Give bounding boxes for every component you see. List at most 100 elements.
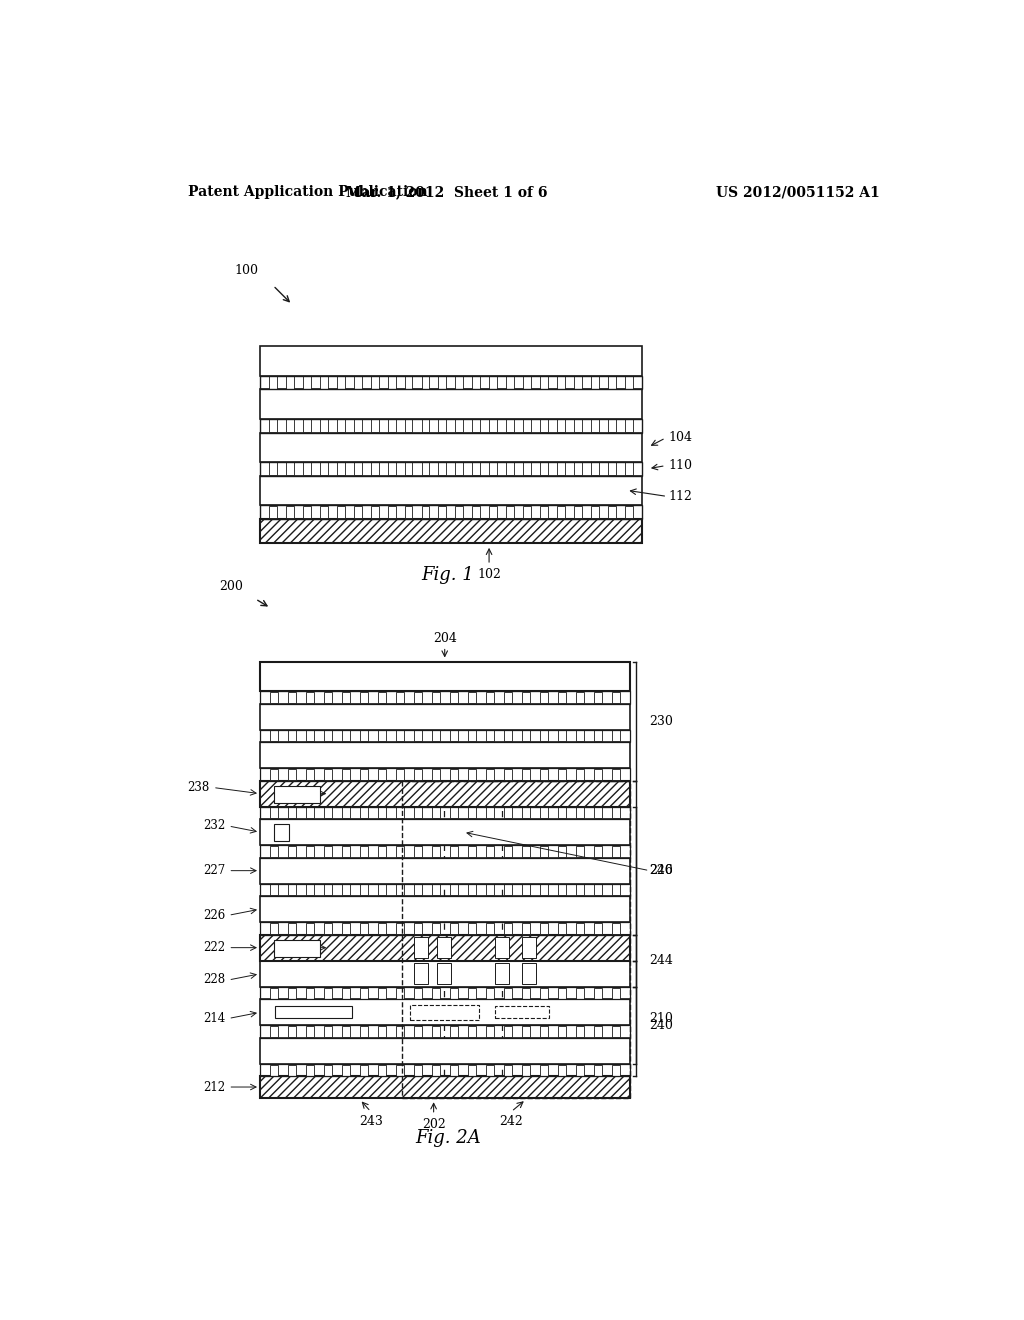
Bar (371, 506, 379, 517)
Bar (489, 506, 498, 517)
Bar (506, 420, 514, 432)
Bar (608, 462, 615, 475)
Bar (450, 730, 458, 742)
Bar (414, 964, 428, 985)
Bar (575, 692, 584, 704)
Bar (359, 730, 368, 742)
Bar (324, 1026, 332, 1038)
Bar (574, 420, 582, 432)
Bar (324, 692, 332, 704)
Bar (485, 884, 494, 895)
Bar (260, 896, 630, 923)
Bar (611, 730, 620, 742)
Bar (611, 846, 620, 857)
Bar (591, 420, 599, 432)
Bar (431, 768, 440, 780)
Bar (504, 1064, 512, 1076)
Bar (342, 923, 350, 935)
Bar (359, 692, 368, 704)
Bar (324, 923, 332, 935)
Bar (485, 1064, 494, 1076)
Bar (388, 462, 395, 475)
Bar (521, 987, 530, 999)
Bar (286, 376, 294, 388)
Bar (337, 506, 345, 517)
Bar (557, 768, 566, 780)
Bar (521, 937, 536, 958)
Bar (431, 1026, 440, 1038)
Bar (337, 420, 345, 432)
Bar (260, 475, 642, 506)
Bar (269, 730, 278, 742)
Bar (521, 923, 530, 935)
Bar (594, 1064, 602, 1076)
Bar (260, 818, 630, 845)
Bar (319, 462, 328, 475)
Bar (575, 730, 584, 742)
Text: 112: 112 (669, 490, 692, 503)
Bar (359, 808, 368, 818)
Bar (472, 376, 480, 388)
Bar (575, 1026, 584, 1038)
Bar (450, 923, 458, 935)
Bar (521, 846, 530, 857)
Bar (521, 692, 530, 704)
Text: Mar. 1, 2012  Sheet 1 of 6: Mar. 1, 2012 Sheet 1 of 6 (345, 185, 547, 199)
Bar (260, 704, 630, 730)
Bar (378, 1026, 386, 1038)
Bar (378, 768, 386, 780)
Bar (504, 808, 512, 818)
Bar (472, 506, 480, 517)
Bar (378, 692, 386, 704)
Bar (260, 1026, 630, 1038)
Bar (319, 420, 328, 432)
Bar (468, 1026, 476, 1038)
Bar (625, 506, 633, 517)
Text: Fig. 2A: Fig. 2A (415, 1129, 480, 1147)
Bar (611, 808, 620, 818)
Bar (557, 506, 565, 517)
Bar (540, 808, 548, 818)
Bar (288, 923, 296, 935)
Bar (468, 846, 476, 857)
Bar (269, 1026, 278, 1038)
Bar (395, 1064, 403, 1076)
Bar (305, 768, 314, 780)
Bar (450, 1026, 458, 1038)
Bar (260, 376, 642, 389)
Bar (557, 923, 566, 935)
Bar (337, 462, 345, 475)
Bar (404, 376, 413, 388)
Bar (342, 1026, 350, 1038)
Bar (450, 884, 458, 895)
Bar (468, 1064, 476, 1076)
Bar (485, 692, 494, 704)
Bar (540, 376, 548, 388)
Bar (414, 1064, 422, 1076)
Bar (540, 420, 548, 432)
Bar (395, 846, 403, 857)
Bar (260, 519, 642, 544)
Bar (523, 506, 531, 517)
Bar (557, 846, 566, 857)
Bar (288, 987, 296, 999)
Bar (414, 1026, 422, 1038)
Bar (450, 987, 458, 999)
Bar (359, 923, 368, 935)
Bar (575, 923, 584, 935)
Bar (608, 376, 615, 388)
Bar (625, 462, 633, 475)
Bar (485, 1026, 494, 1038)
Bar (260, 742, 630, 768)
Bar (388, 420, 395, 432)
Bar (269, 987, 278, 999)
Bar (260, 433, 642, 462)
Bar (504, 846, 512, 857)
Bar (521, 808, 530, 818)
Bar (342, 730, 350, 742)
Bar (557, 420, 565, 432)
Bar (506, 462, 514, 475)
Bar (288, 884, 296, 895)
Bar (521, 768, 530, 780)
Bar (485, 808, 494, 818)
